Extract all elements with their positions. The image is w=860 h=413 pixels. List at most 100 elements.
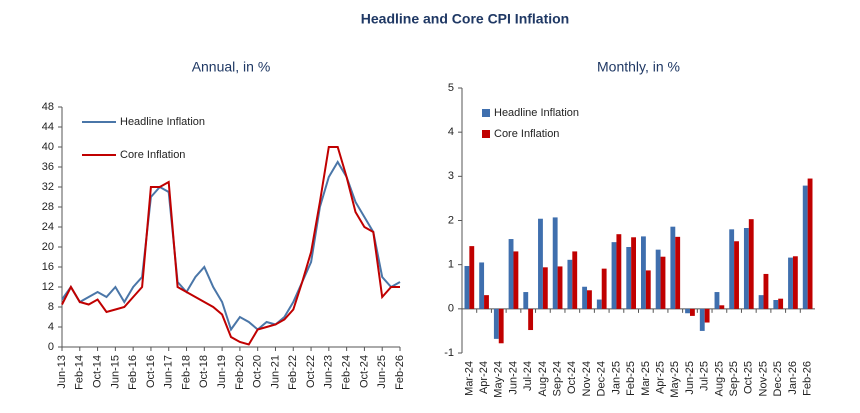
x-tick-label: Oct-25 [743, 361, 755, 394]
x-tick-label: Feb-25 [625, 361, 637, 396]
y-tick-label: 0 [48, 341, 54, 353]
bar [469, 246, 475, 309]
bar [616, 234, 622, 309]
legend-swatch [482, 109, 490, 117]
y-tick-label: 4 [448, 126, 454, 138]
x-tick-label: Jan-25 [610, 361, 622, 395]
subplot-title: Monthly, in % [597, 59, 680, 75]
bar [685, 308, 690, 314]
x-tick-label: Apr-25 [654, 361, 666, 394]
subplot-title: Annual, in % [192, 59, 271, 75]
legend-label: Core Inflation [494, 128, 559, 140]
bar [778, 298, 784, 309]
x-tick-label: Feb-14 [74, 355, 86, 390]
x-tick-label: Mar-24 [463, 361, 475, 396]
bar [582, 286, 588, 309]
x-tick-label: Jun-21 [269, 355, 281, 389]
y-tick-label: 8 [48, 301, 54, 313]
y-tick-label: 24 [42, 221, 54, 233]
bar [587, 290, 592, 309]
bar [601, 268, 607, 309]
bar [773, 300, 779, 309]
bar [498, 308, 504, 344]
bar [513, 251, 519, 309]
y-tick-label: 28 [42, 201, 54, 213]
page-title: Headline and Core CPI Inflation [361, 11, 569, 27]
y-tick-label: 4 [48, 321, 54, 333]
bar [660, 256, 666, 309]
x-tick-label: Oct-24 [358, 355, 370, 388]
x-tick-label: Sep-24 [552, 361, 564, 396]
x-tick-label: Dec-24 [596, 361, 608, 396]
bar [645, 270, 651, 309]
bar [542, 267, 548, 309]
y-tick-label: 12 [42, 281, 54, 293]
x-tick-label: Nov-25 [757, 361, 769, 396]
bar [631, 237, 636, 309]
x-tick-label: Oct-22 [305, 355, 317, 388]
bar [508, 239, 514, 309]
bar [788, 257, 793, 309]
x-tick-label: Feb-26 [802, 361, 814, 396]
bar [670, 226, 676, 309]
y-tick-label: 36 [42, 161, 54, 173]
bar [729, 229, 735, 309]
x-tick-label: Feb-22 [287, 355, 299, 390]
bar [611, 242, 617, 309]
bar [528, 308, 534, 331]
x-tick-label: Jul-24 [522, 361, 534, 391]
line-series [61, 160, 401, 332]
y-tick-label: 0 [448, 303, 454, 315]
x-tick-label: Jun-19 [216, 355, 228, 389]
bar [567, 259, 573, 309]
y-tick-label: 16 [42, 261, 54, 273]
x-tick-label: Apr-24 [478, 361, 490, 394]
bar [719, 305, 725, 309]
bar [523, 292, 529, 309]
bar [734, 241, 739, 309]
bar [802, 185, 808, 309]
x-tick-label: May-24 [493, 361, 505, 398]
x-tick-label: Jun-15 [109, 355, 121, 389]
y-tick-label: 3 [448, 170, 454, 182]
x-tick-label: Oct-20 [252, 355, 264, 388]
bar [699, 308, 705, 331]
bar [792, 256, 798, 309]
x-tick-label: Aug-25 [713, 361, 725, 396]
y-tick-label: 2 [448, 214, 454, 226]
x-tick-label: Dec-25 [772, 361, 784, 396]
bar [552, 217, 558, 309]
bar [807, 178, 813, 309]
x-tick-label: Jun-25 [684, 361, 696, 395]
legend-label: Core Inflation [120, 149, 185, 161]
x-tick-label: Feb-26 [394, 355, 406, 390]
y-tick-label: 5 [448, 82, 454, 94]
x-tick-label: Feb-18 [180, 355, 192, 390]
bar [675, 236, 681, 309]
x-tick-label: Jul-25 [699, 361, 711, 391]
x-tick-label: Feb-16 [127, 355, 139, 390]
bar [689, 308, 695, 316]
bar [748, 219, 754, 309]
y-tick-label: 20 [42, 241, 54, 253]
line-series [61, 146, 400, 346]
bar [538, 218, 543, 309]
x-tick-label: Oct-24 [566, 361, 578, 394]
bar [479, 262, 485, 309]
x-tick-label: Oct-16 [145, 355, 157, 388]
x-tick-label: Oct-14 [91, 355, 103, 388]
x-tick-label: Jun-17 [163, 355, 175, 389]
y-tick-label: 1 [448, 259, 454, 271]
bar [758, 295, 764, 309]
x-tick-label: May-25 [669, 361, 681, 398]
bar [714, 292, 720, 309]
x-tick-label: Mar-25 [640, 361, 652, 396]
bar [484, 295, 489, 309]
x-tick-label: Oct-18 [198, 355, 210, 388]
y-tick-label: 48 [42, 101, 54, 113]
x-tick-label: Feb-24 [341, 355, 353, 390]
bar [743, 228, 749, 309]
x-tick-label: Jan-26 [787, 361, 799, 395]
y-tick-label: -1 [444, 347, 454, 359]
